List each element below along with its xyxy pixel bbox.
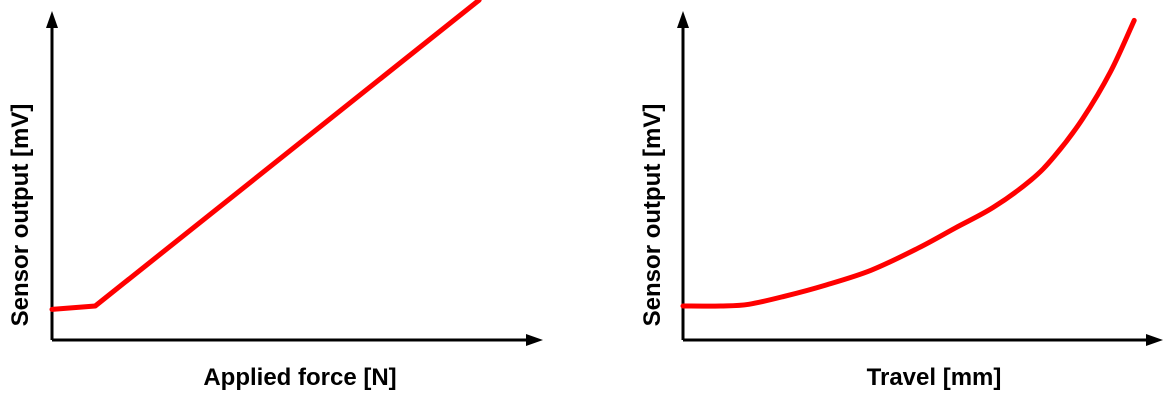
y-axis-label: Sensor output [mV]: [7, 104, 34, 327]
x-axis-label: Travel [mm]: [867, 364, 1002, 391]
series-line: [49, 0, 482, 312]
x-axis-arrow: [526, 334, 543, 346]
x-axis-label: Applied force [N]: [203, 364, 396, 391]
x-axis-arrow: [1146, 334, 1163, 346]
y-axis-label: Sensor output [mV]: [639, 104, 666, 327]
series-line: [680, 17, 1137, 309]
chart-travel: Travel [mm] Sensor output [mV]: [639, 11, 1163, 391]
y-axis-arrow: [46, 11, 58, 28]
y-axis-arrow: [677, 11, 689, 28]
chart-applied-force: Applied force [N] Sensor output [mV]: [7, 0, 543, 391]
